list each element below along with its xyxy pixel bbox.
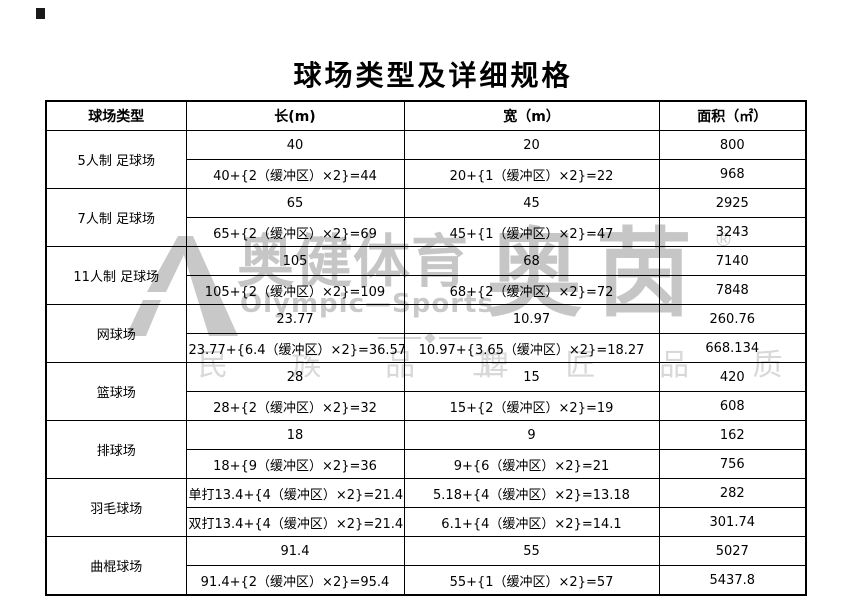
area-cell: 668.134 bbox=[658, 333, 807, 363]
court-spec-table: 球场类型 长(m) 宽（m） 面积（㎡） 5人制 足球场 40 20 800 4… bbox=[45, 100, 807, 596]
table-row: 28+{2（缓冲区）×2}=32 15+{2（缓冲区）×2}=19 608 bbox=[46, 391, 807, 421]
page-title: 球场类型及详细规格 bbox=[293, 59, 573, 92]
area-cell: 162 bbox=[658, 420, 807, 450]
header-length: 长(m) bbox=[185, 100, 405, 131]
area-cell: 5027 bbox=[658, 536, 807, 566]
length-cell: 23.77+{6.4（缓冲区）×2}=36.57 bbox=[185, 333, 405, 363]
width-cell: 10.97+{3.65（缓冲区）×2}=18.27 bbox=[403, 333, 660, 363]
area-cell: 420 bbox=[658, 362, 807, 392]
length-cell: 65+{2（缓冲区）×2}=69 bbox=[185, 217, 405, 247]
table-row: 排球场 18 9 162 bbox=[45, 420, 807, 479]
length-cell: 65 bbox=[185, 188, 405, 218]
area-cell: 800 bbox=[658, 130, 807, 160]
table-row: 网球场 23.77 10.97 260.76 bbox=[45, 304, 807, 363]
table-row: 23.77+{6.4（缓冲区）×2}=36.57 10.97+{3.65（缓冲区… bbox=[46, 333, 807, 363]
length-cell: 双打13.4+{4（缓冲区）×2}=21.4 bbox=[185, 507, 405, 537]
area-cell: 968 bbox=[658, 159, 807, 189]
length-cell: 28+{2（缓冲区）×2}=32 bbox=[185, 391, 405, 421]
area-cell: 7140 bbox=[658, 246, 807, 276]
length-cell: 91.4 bbox=[185, 536, 405, 566]
width-cell: 55 bbox=[403, 536, 660, 566]
table-row: 11人制 足球场 105 68 7140 bbox=[45, 246, 807, 305]
area-cell: 301.74 bbox=[658, 507, 807, 537]
length-cell: 105+{2（缓冲区）×2}=109 bbox=[185, 275, 405, 305]
length-cell: 40+{2（缓冲区）×2}=44 bbox=[185, 159, 405, 189]
table-row: 40+{2（缓冲区）×2}=44 20+{1（缓冲区）×2}=22 968 bbox=[46, 159, 807, 189]
length-cell: 40 bbox=[185, 130, 405, 160]
length-cell: 18+{9（缓冲区）×2}=36 bbox=[185, 449, 405, 479]
width-cell: 20+{1（缓冲区）×2}=22 bbox=[403, 159, 660, 189]
area-cell: 3243 bbox=[658, 217, 807, 247]
table-row: 曲棍球场 91.4 55 5027 bbox=[45, 536, 807, 596]
court-type-cell: 5人制 足球场 bbox=[45, 130, 187, 189]
court-type-cell: 排球场 bbox=[45, 420, 187, 479]
width-cell: 68 bbox=[403, 246, 660, 276]
length-cell: 91.4+{2（缓冲区）×2}=95.4 bbox=[185, 565, 405, 596]
area-cell: 608 bbox=[658, 391, 807, 421]
length-cell: 28 bbox=[185, 362, 405, 392]
court-type-cell: 7人制 足球场 bbox=[45, 188, 187, 247]
court-type-cell: 篮球场 bbox=[45, 362, 187, 421]
header-court-type: 球场类型 bbox=[45, 100, 187, 131]
table-row: 65+{2（缓冲区）×2}=69 45+{1（缓冲区）×2}=47 3243 bbox=[46, 217, 807, 247]
header-row: 球场类型 长(m) 宽（m） 面积（㎡） bbox=[45, 100, 807, 131]
width-cell: 9+{6（缓冲区）×2}=21 bbox=[403, 449, 660, 479]
width-cell: 6.1+{4（缓冲区）×2}=14.1 bbox=[403, 507, 660, 537]
area-cell: 7848 bbox=[658, 275, 807, 305]
header-width: 宽（m） bbox=[403, 100, 660, 131]
table-row: 双打13.4+{4（缓冲区）×2}=21.4 6.1+{4（缓冲区）×2}=14… bbox=[46, 507, 807, 537]
area-cell: 282 bbox=[658, 478, 807, 508]
court-type-cell: 11人制 足球场 bbox=[45, 246, 187, 305]
table-row: 105+{2（缓冲区）×2}=109 68+{2（缓冲区）×2}=72 7848 bbox=[46, 275, 807, 305]
width-cell: 15+{2（缓冲区）×2}=19 bbox=[403, 391, 660, 421]
table-row: 7人制 足球场 65 45 2925 bbox=[45, 188, 807, 247]
table-row: 篮球场 28 15 420 bbox=[45, 362, 807, 421]
width-cell: 45+{1（缓冲区）×2}=47 bbox=[403, 217, 660, 247]
length-cell: 单打13.4+{4（缓冲区）×2}=21.4 bbox=[185, 478, 405, 508]
table-row: 91.4+{2（缓冲区）×2}=95.4 55+{1（缓冲区）×2}=57 54… bbox=[46, 565, 807, 596]
length-cell: 18 bbox=[185, 420, 405, 450]
width-cell: 68+{2（缓冲区）×2}=72 bbox=[403, 275, 660, 305]
length-cell: 105 bbox=[185, 246, 405, 276]
area-cell: 2925 bbox=[658, 188, 807, 218]
width-cell: 9 bbox=[403, 420, 660, 450]
area-cell: 756 bbox=[658, 449, 807, 479]
area-cell: 260.76 bbox=[658, 304, 807, 334]
area-cell: 5437.8 bbox=[658, 565, 807, 596]
width-cell: 55+{1（缓冲区）×2}=57 bbox=[403, 565, 660, 596]
width-cell: 15 bbox=[403, 362, 660, 392]
court-type-cell: 网球场 bbox=[45, 304, 187, 363]
length-cell: 23.77 bbox=[185, 304, 405, 334]
court-type-cell: 曲棍球场 bbox=[45, 536, 187, 596]
width-cell: 45 bbox=[403, 188, 660, 218]
width-cell: 20 bbox=[403, 130, 660, 160]
width-cell: 10.97 bbox=[403, 304, 660, 334]
table-row: 羽毛球场 单打13.4+{4（缓冲区）×2}=21.4 5.18+{4（缓冲区）… bbox=[45, 478, 807, 537]
header-area: 面积（㎡） bbox=[658, 100, 807, 131]
table-row: 5人制 足球场 40 20 800 bbox=[45, 130, 807, 189]
page-corner-mark bbox=[36, 8, 45, 19]
width-cell: 5.18+{4（缓冲区）×2}=13.18 bbox=[403, 478, 660, 508]
court-type-cell: 羽毛球场 bbox=[45, 478, 187, 537]
